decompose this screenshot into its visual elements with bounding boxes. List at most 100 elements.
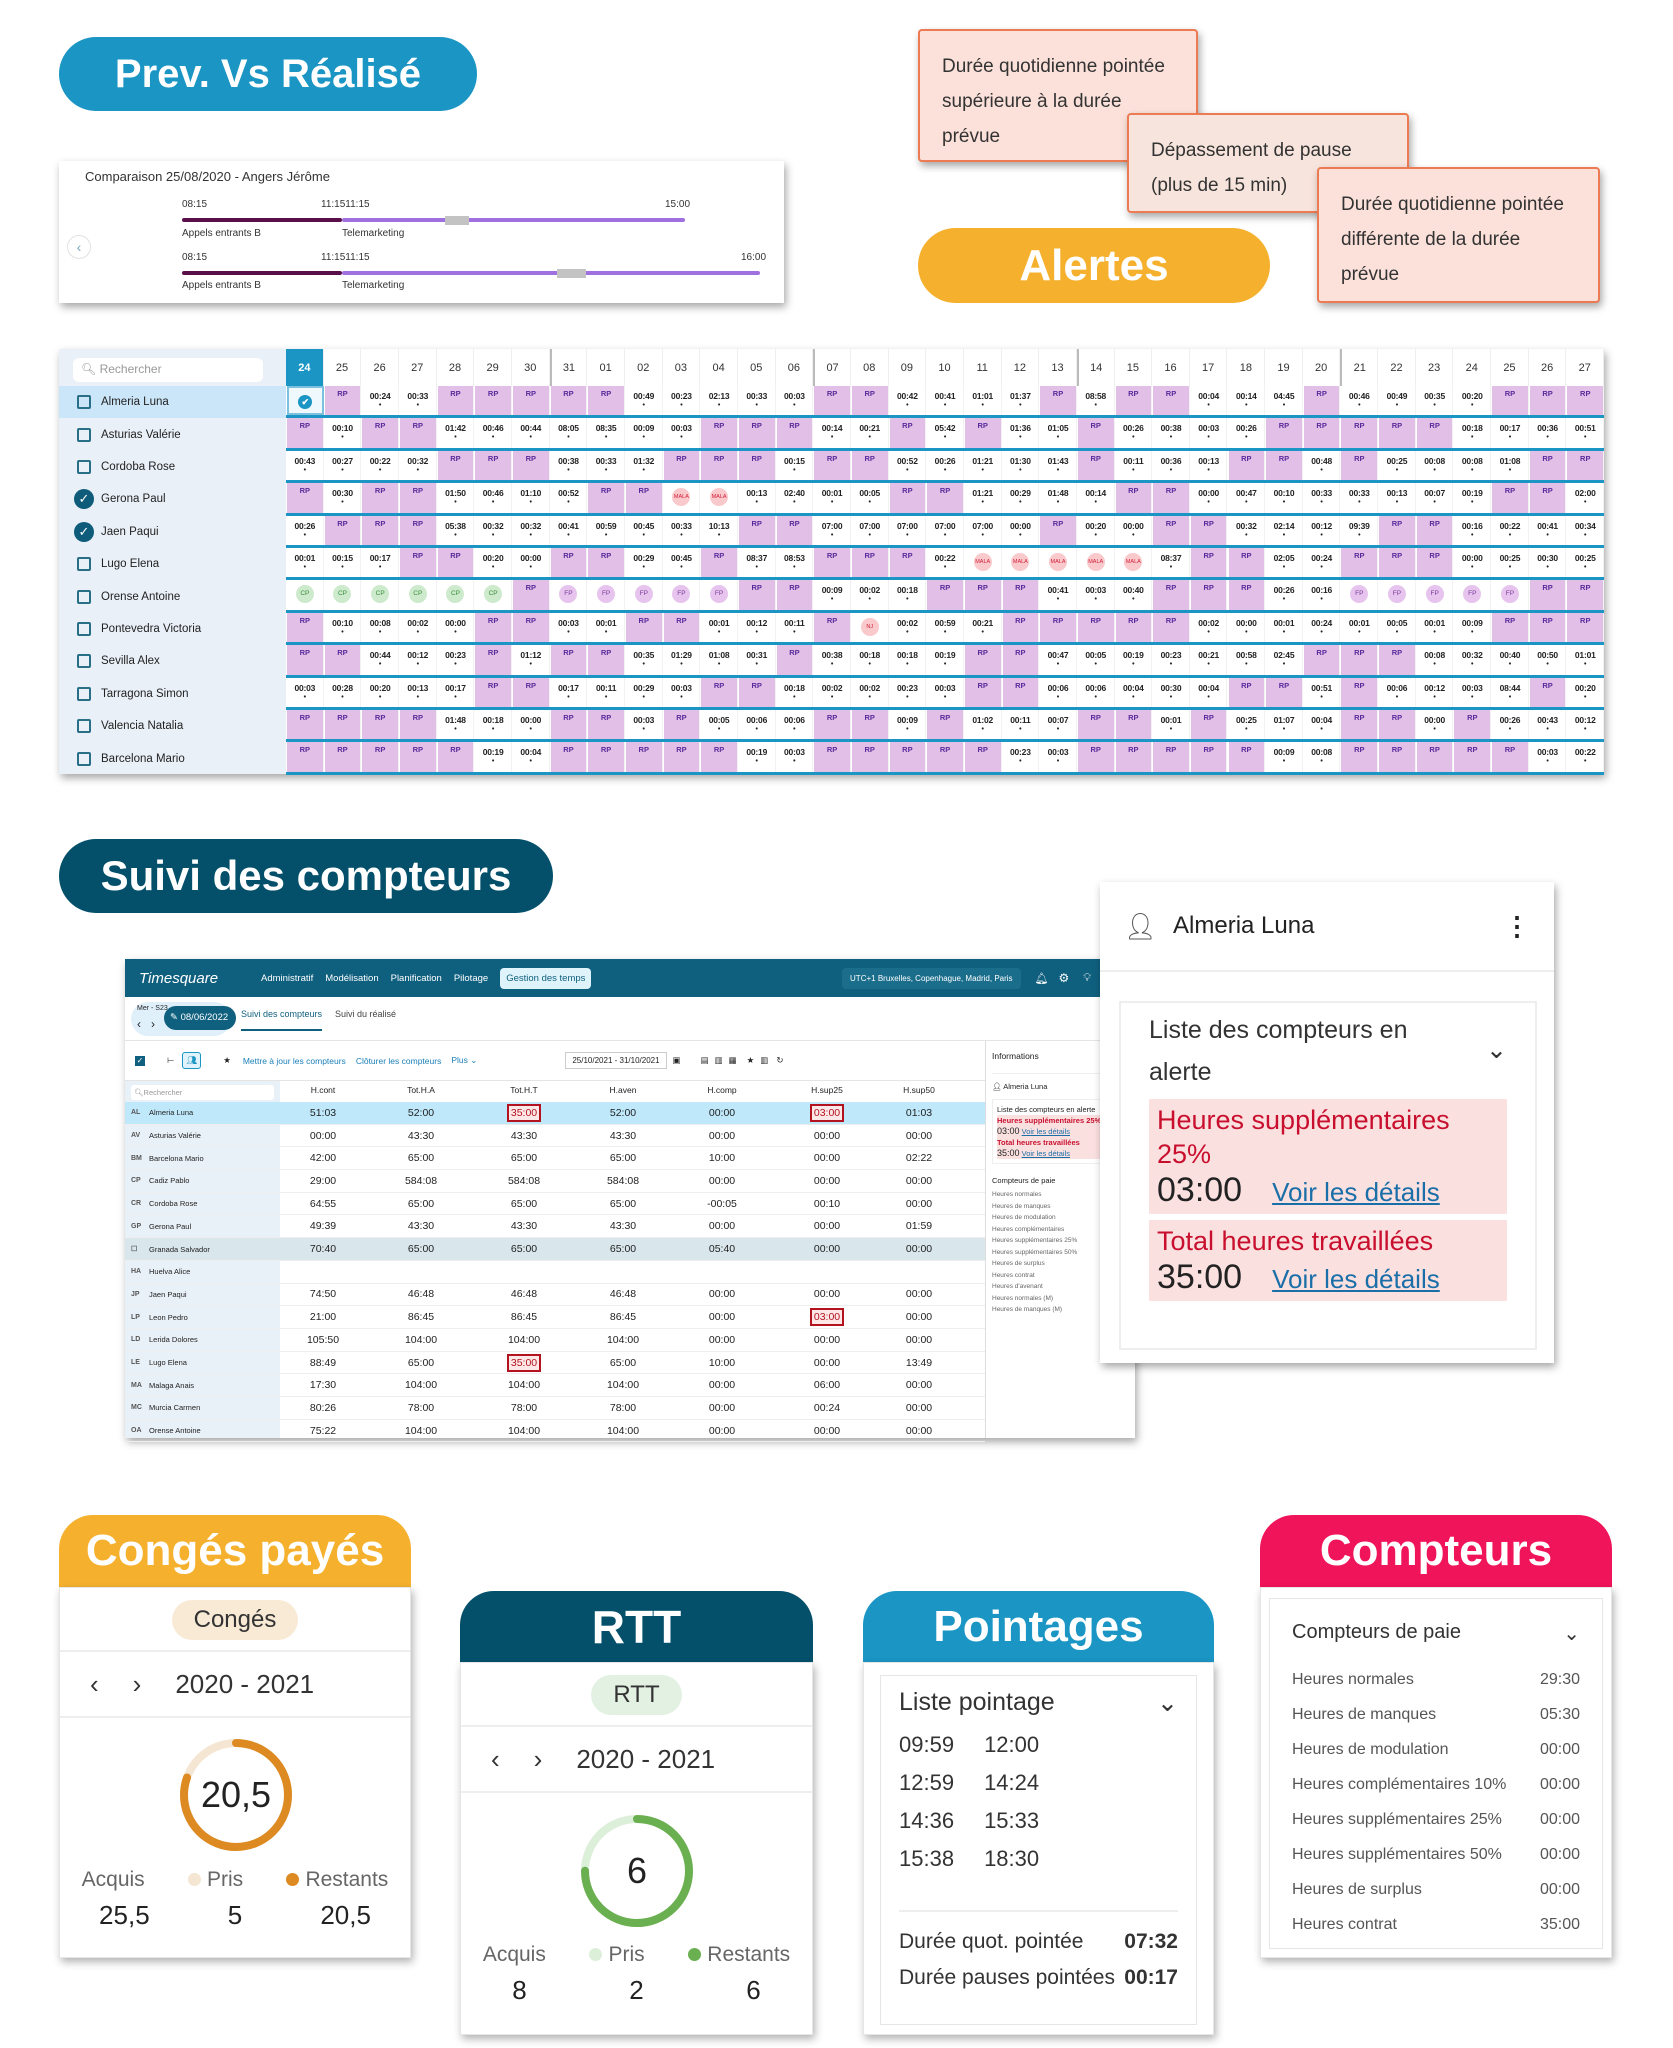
planning-cell-time[interactable]: 02:00 • — [1567, 483, 1605, 513]
planning-cell-time[interactable]: 00:47 • — [1040, 645, 1077, 675]
planning-cell-time[interactable]: 10:13 • — [701, 515, 738, 545]
planning-cell-rest[interactable]: RP — [1228, 677, 1266, 707]
planning-cell-rest[interactable]: RP — [851, 386, 889, 416]
planning-cell-rest[interactable]: RP — [814, 742, 851, 772]
planning-cell-time[interactable]: 00:06 • — [1040, 677, 1077, 707]
planning-cell-time[interactable]: 00:12 • — [1567, 710, 1605, 740]
planning-cell-rest[interactable]: RP — [1115, 710, 1153, 740]
planning-cell-time[interactable]: 00:18 • — [475, 710, 512, 740]
planning-cell-time[interactable]: 00:21 • — [852, 418, 889, 448]
planning-cell-time[interactable]: 00:41 • — [551, 515, 588, 545]
planning-cell-rest[interactable]: RP — [399, 418, 437, 448]
planning-cell-time[interactable]: 00:36 • — [1153, 450, 1190, 481]
planning-cell-time[interactable]: 00:04 • — [513, 742, 550, 772]
day-header[interactable]: 18 — [1228, 349, 1266, 386]
planning-cell-absence[interactable]: CP — [475, 580, 512, 610]
planning-cell-time[interactable]: 00:06 • — [777, 710, 814, 740]
day-header[interactable]: 26 — [361, 349, 399, 386]
planning-cell-time[interactable]: 00:01 • — [287, 548, 324, 578]
planning-cell-time[interactable]: 00:11 • — [1003, 710, 1040, 740]
employee-checkbox[interactable] — [77, 621, 91, 636]
planning-cell-time[interactable]: 00:03 • — [927, 677, 964, 707]
planning-cell-absence[interactable]: FP — [1417, 580, 1454, 610]
planning-cell-time[interactable]: 00:03 • — [1078, 580, 1115, 610]
planning-cell-time[interactable]: 00:11 • — [1116, 450, 1153, 481]
planning-cell-time[interactable]: 00:11 • — [777, 612, 814, 643]
planning-cell-rest[interactable]: RP — [1567, 450, 1605, 481]
planning-cell-time[interactable]: 00:52 • — [890, 450, 927, 481]
planning-cell-time[interactable]: 01:07 • — [1266, 710, 1303, 740]
tab-suivi-compteurs[interactable]: Suivi des compteurs — [241, 1009, 323, 1031]
planning-cell-time[interactable]: 00:03 • — [287, 677, 324, 707]
planning-cell-rest[interactable]: RP — [1379, 710, 1416, 740]
column-header[interactable]: H.comp — [707, 1085, 737, 1095]
planning-cell-time[interactable]: 00:26 • — [287, 515, 324, 545]
day-header[interactable]: 11 — [964, 349, 1002, 386]
planning-cell-time[interactable]: 08:37 • — [739, 548, 776, 578]
planning-cell-rest[interactable]: RP — [588, 710, 625, 740]
planning-cell-rest[interactable]: RP — [814, 710, 851, 740]
planning-cell-rest[interactable]: RP — [851, 710, 889, 740]
planning-cell-time[interactable]: 00:01 • — [1417, 612, 1454, 643]
day-header[interactable]: 15 — [1115, 349, 1153, 386]
planning-cell-time[interactable]: 00:05 • — [701, 710, 738, 740]
planning-cell-time[interactable]: 00:00 • — [1229, 612, 1266, 643]
planning-cell-time[interactable]: 00:33 • — [588, 450, 625, 481]
planning-cell-time[interactable]: 00:03 • — [1040, 742, 1077, 772]
employee-checkbox[interactable]: ✓ — [74, 489, 94, 510]
planning-cell-time[interactable]: 00:18 • — [852, 645, 889, 675]
planning-cell-time[interactable]: 00:00 • — [513, 548, 550, 578]
planning-cell-rest[interactable]: RP — [964, 742, 1002, 772]
planning-cell-rest[interactable]: RP — [1492, 386, 1529, 416]
planning-cell-rest[interactable]: RP — [362, 710, 399, 740]
planning-cell-time[interactable]: 00:48 • — [1304, 450, 1341, 481]
planning-cell-time[interactable]: 01:37 • — [1003, 386, 1040, 416]
planning-cell-time[interactable]: 00:01 • — [1266, 612, 1303, 643]
planning-cell-rest[interactable]: RP — [287, 418, 324, 448]
planning-cell-time[interactable]: 00:17 • — [551, 677, 588, 707]
planning-cell-rest[interactable]: RP — [1153, 483, 1190, 513]
planning-cell-rest[interactable]: RP — [701, 548, 738, 578]
planning-cell-time[interactable]: 00:24 • — [362, 386, 399, 416]
planning-cell-time[interactable]: 01:08 • — [1492, 450, 1529, 481]
planning-cell-rest[interactable]: RP — [512, 580, 550, 610]
employee-row[interactable]: Orense Antoine — [59, 580, 286, 612]
planning-cell-time[interactable]: 00:52 • — [551, 483, 588, 513]
employee-checkbox[interactable] — [77, 557, 91, 572]
planning-cell-time[interactable]: 00:58 • — [1229, 645, 1266, 675]
planning-cell-rest[interactable]: RP — [663, 710, 701, 740]
planning-cell-time[interactable]: 01:21 • — [965, 483, 1002, 513]
planning-cell-rest[interactable]: RP — [738, 418, 776, 448]
planning-cell-rest[interactable]: RP — [1454, 742, 1492, 772]
previous-period-button[interactable]: ‹ — [491, 1743, 500, 1774]
planning-cell-time[interactable]: 00:02 • — [852, 580, 889, 610]
planning-cell-time[interactable]: 00:20 • — [1567, 677, 1605, 707]
planning-cell-rest[interactable]: RP — [588, 742, 625, 772]
planning-cell-rest[interactable]: RP — [1190, 515, 1228, 545]
search-input[interactable]: 🔍︎ Rechercher — [73, 358, 263, 382]
day-header[interactable]: 09 — [889, 349, 927, 386]
planning-cell-time[interactable]: 00:59 • — [927, 612, 964, 643]
next-week-button[interactable]: › — [151, 1017, 155, 1031]
planning-cell-time[interactable]: 08:35 • — [588, 418, 625, 448]
planning-cell-time[interactable]: 02:14 • — [1266, 515, 1303, 545]
planning-cell-rest[interactable]: RP — [889, 548, 927, 578]
planning-cell-rest[interactable]: RP — [738, 515, 776, 545]
day-header[interactable]: 03 — [663, 349, 701, 386]
day-header[interactable]: 30 — [512, 349, 550, 386]
table-row[interactable]: AV Asturias Valérie 00:00 43:30 43:30 43:30 00… — [125, 1125, 985, 1148]
planning-cell-rest[interactable]: RP — [588, 483, 625, 513]
planning-cell-rest[interactable]: RP — [1492, 742, 1529, 772]
employee-checkbox[interactable] — [77, 427, 91, 442]
day-header[interactable]: 24 — [1453, 349, 1492, 386]
menu-item[interactable]: Gestion des temps — [500, 967, 592, 989]
planning-cell-time[interactable]: 00:00 • — [1417, 710, 1454, 740]
day-header[interactable]: 24 — [286, 349, 324, 386]
table-row[interactable]: OA Orense Antoine 75:22 104:00 104:00 104:00 0… — [125, 1420, 985, 1443]
table-row[interactable]: MA Malaga Anais 17:30 104:00 104:00 104:00 00:… — [125, 1374, 985, 1398]
planning-cell-time[interactable]: 00:00 • — [1003, 515, 1040, 545]
planning-cell-time[interactable]: 02:05 • — [1266, 548, 1303, 578]
planning-cell-time[interactable]: 00:26 • — [927, 450, 964, 481]
planning-cell-time[interactable]: 00:00 • — [438, 612, 475, 643]
planning-cell-time[interactable]: 00:33 • — [664, 515, 701, 545]
